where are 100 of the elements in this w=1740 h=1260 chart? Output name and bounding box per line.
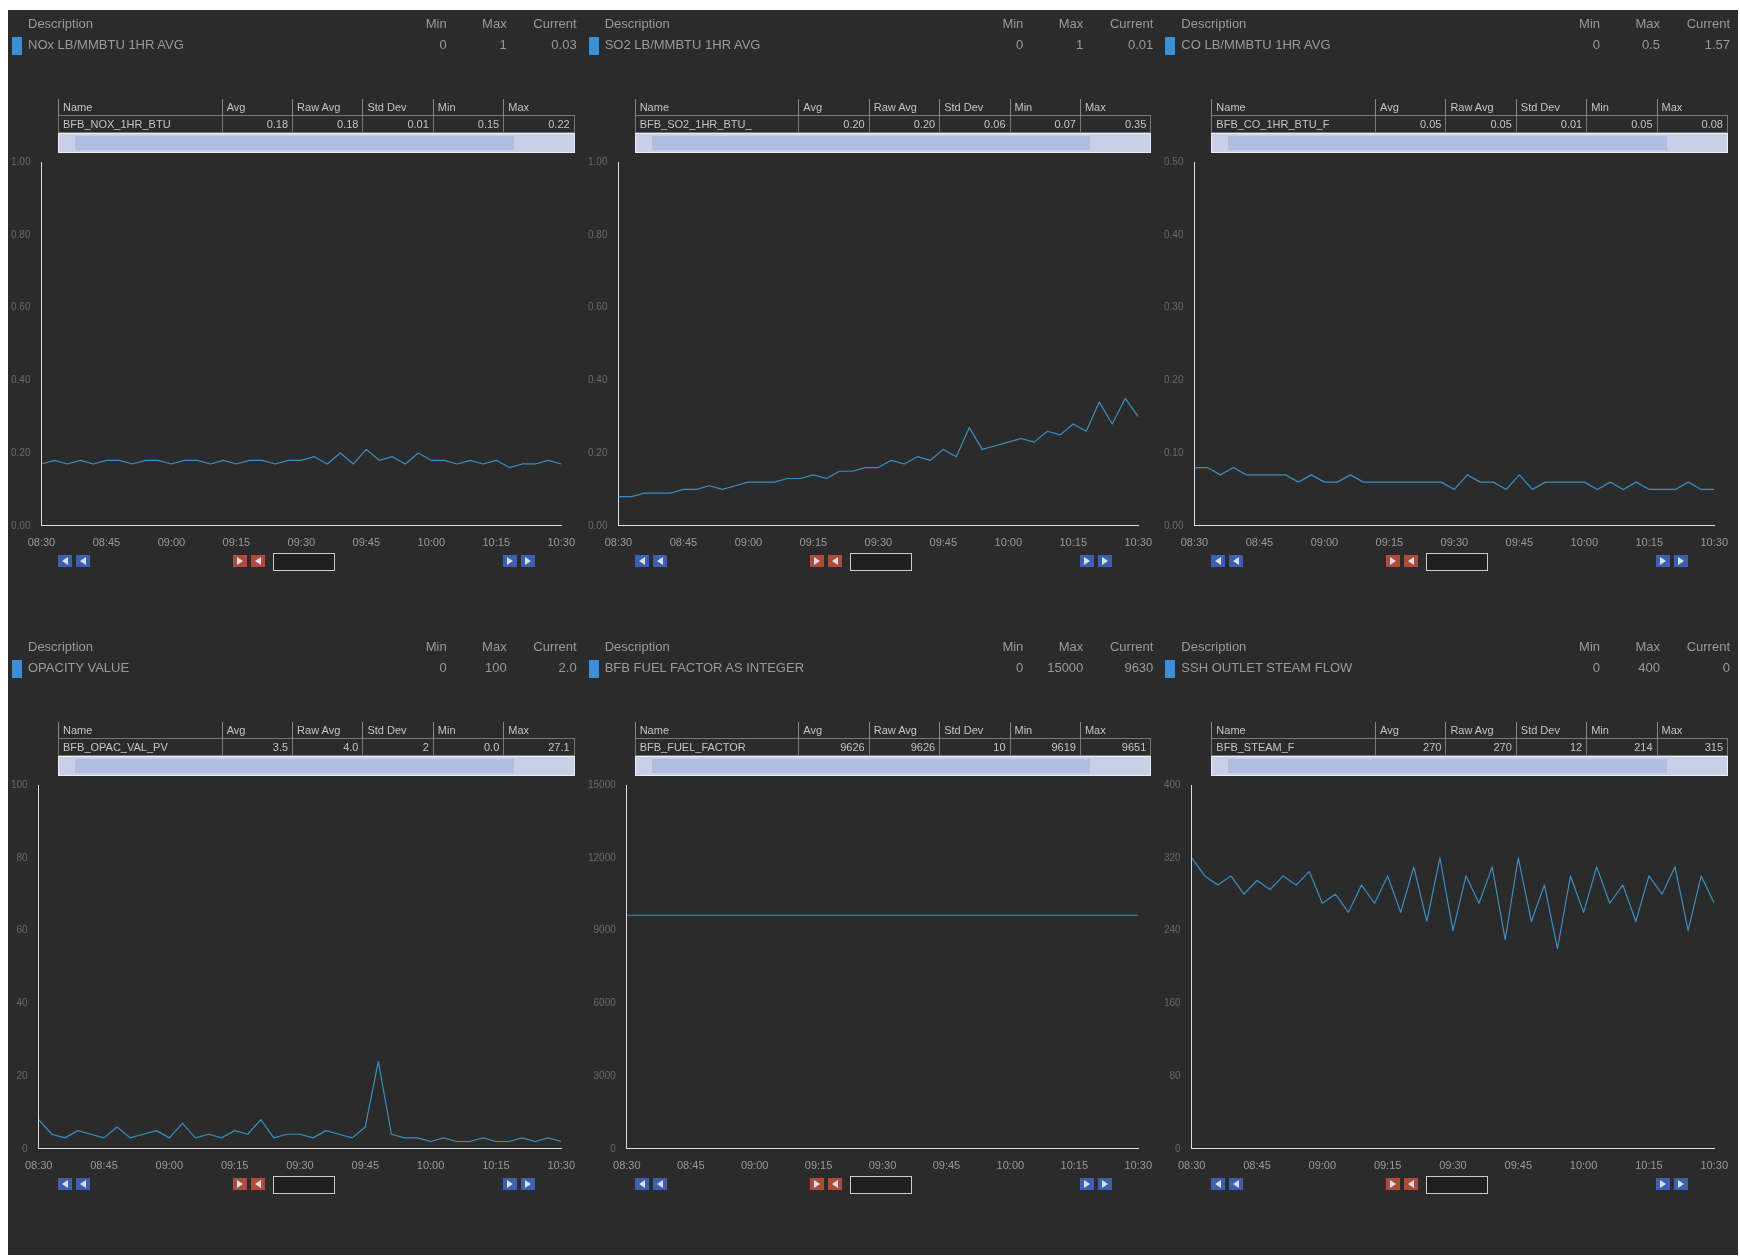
- x-tick-label: 10:15: [482, 1158, 510, 1171]
- text: 1.57: [1703, 37, 1730, 54]
- text: Name: [1211, 721, 1376, 738]
- text: 0.06: [939, 115, 1011, 133]
- y-tick-label: 0.40: [1164, 228, 1185, 240]
- text: BFB_STEAM_F: [1211, 738, 1376, 755]
- y-tick-label: 3000: [593, 1069, 616, 1081]
- text: 27.1: [503, 738, 575, 755]
- text: Max: [503, 99, 575, 116]
- x-tick-label: 09:00: [157, 536, 186, 549]
- text: 0: [438, 659, 447, 677]
- text: Description: [604, 638, 671, 654]
- text: Max: [1634, 16, 1660, 31]
- x-tick-label: 10:15: [1059, 536, 1087, 549]
- text: Max: [1657, 99, 1728, 116]
- x-tick-label: 09:30: [287, 536, 316, 549]
- text: 10: [939, 738, 1011, 755]
- text: Std Dev: [362, 99, 434, 116]
- text: 270: [1445, 738, 1517, 755]
- text: BFB_OPAC_VAL_PV: [58, 738, 223, 755]
- x-tick-label: 09:15: [804, 1158, 833, 1171]
- x-tick-label: 09:45: [351, 1158, 380, 1171]
- text: Current: [1108, 16, 1154, 31]
- x-tick-label: 10:30: [1124, 1158, 1152, 1171]
- text: 0.15: [433, 115, 504, 133]
- text: 0.0: [433, 738, 504, 755]
- x-tick-label: 10:00: [996, 1158, 1024, 1171]
- x-tick-label: 09:45: [929, 536, 957, 549]
- x-tick-label: 09:45: [352, 536, 381, 549]
- text: Min: [424, 16, 447, 31]
- x-tick-label: 09:45: [1504, 1158, 1533, 1171]
- text: Current: [1108, 638, 1154, 654]
- y-tick-label: 0.50: [1164, 155, 1185, 167]
- x-tick-label: 10:30: [547, 1158, 575, 1171]
- text: 15000: [1046, 659, 1084, 677]
- x-tick-label: 08:30: [604, 536, 632, 549]
- y-tick-label: 80: [1169, 1069, 1182, 1081]
- y-tick-label: 0.80: [587, 228, 608, 240]
- y-tick-label: 20: [16, 1069, 29, 1081]
- x-tick-label: 08:30: [24, 1158, 53, 1171]
- x-tick-label: 08:30: [1178, 1158, 1206, 1171]
- x-tick-label: 10:15: [1635, 1158, 1664, 1171]
- x-tick-label: 08:45: [92, 536, 121, 549]
- x-tick-label: 10:15: [1060, 1158, 1088, 1171]
- text: Avg: [798, 721, 870, 738]
- text: Min: [1010, 721, 1081, 738]
- text: BFB_FUEL_FACTOR: [635, 738, 799, 755]
- x-tick-label: 09:00: [1310, 536, 1339, 549]
- text: Description: [1181, 638, 1248, 654]
- x-tick-label: 09:30: [868, 1158, 896, 1171]
- x-tick-label: 09:45: [1505, 536, 1534, 549]
- y-tick-label: 160: [1164, 996, 1182, 1008]
- x-tick-label: 10:00: [994, 536, 1022, 549]
- text: Min: [1578, 16, 1600, 31]
- x-tick-label: 10:30: [547, 536, 575, 549]
- y-tick-label: 320: [1164, 851, 1182, 863]
- text: NOx LB/MMBTU 1HR AVG: [28, 37, 185, 54]
- x-tick-label: 09:15: [1374, 1158, 1402, 1171]
- text: Avg: [1375, 99, 1446, 116]
- text: 400: [1637, 659, 1660, 677]
- text: Max: [1080, 99, 1151, 116]
- text: Raw Avg: [292, 99, 363, 116]
- text: 0: [1015, 37, 1024, 54]
- y-tick-label: 0.20: [1164, 374, 1185, 386]
- x-tick-label: 08:30: [612, 1158, 641, 1171]
- text: 0: [438, 37, 447, 54]
- text: Std Dev: [939, 721, 1011, 738]
- text: 2.0: [557, 659, 577, 677]
- text: 0.01: [1516, 115, 1587, 133]
- x-tick-label: 08:45: [676, 1158, 705, 1171]
- text: Name: [635, 99, 799, 116]
- text: OPACITY VALUE: [28, 659, 131, 677]
- y-tick-label: 0.80: [10, 228, 31, 240]
- text: 1: [1075, 37, 1084, 54]
- text: Name: [635, 721, 799, 738]
- y-tick-label: 40: [16, 996, 29, 1008]
- x-tick-label: 09:45: [932, 1158, 960, 1171]
- x-tick-label: 09:15: [220, 1158, 249, 1171]
- y-tick-label: 400: [1164, 778, 1182, 790]
- text: 0: [1015, 659, 1024, 677]
- text: Std Dev: [1516, 721, 1587, 738]
- x-tick-label: 09:00: [740, 1158, 769, 1171]
- y-tick-label: 0.20: [10, 446, 31, 458]
- text: Min: [1001, 638, 1024, 654]
- x-tick-label: 10:30: [1700, 536, 1729, 549]
- text: Current: [1685, 16, 1730, 31]
- x-tick-label: 09:15: [799, 536, 827, 549]
- text: 315: [1657, 738, 1728, 755]
- y-tick-label: 6000: [593, 996, 616, 1008]
- text: 0.05: [1586, 115, 1658, 133]
- text: 0.20: [869, 115, 940, 133]
- text: 0.03: [550, 37, 577, 54]
- y-tick-label: 0.60: [10, 301, 31, 313]
- x-tick-label: 10:00: [1570, 1158, 1598, 1171]
- text: Max: [1057, 16, 1084, 31]
- text: SO2 LB/MMBTU 1HR AVG: [604, 37, 762, 54]
- text: Avg: [222, 99, 293, 116]
- x-tick-label: 09:00: [734, 536, 762, 549]
- text: 0.22: [503, 115, 575, 133]
- text: Min: [1586, 99, 1658, 116]
